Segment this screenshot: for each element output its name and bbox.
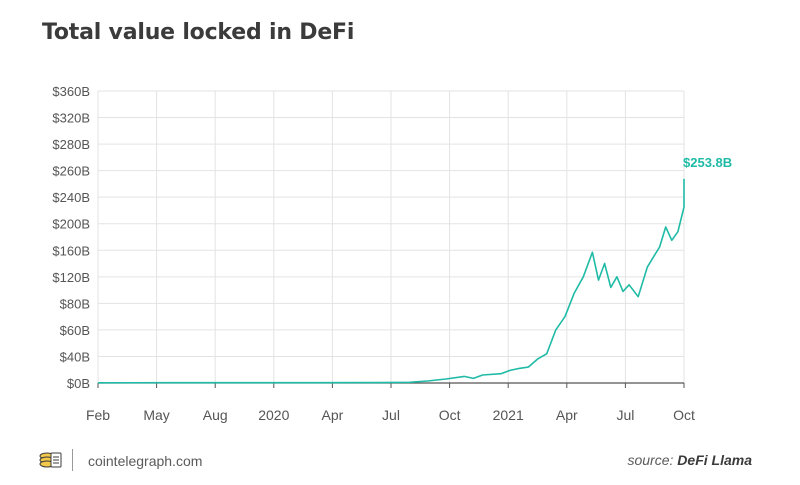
y-tick-label: $360B [52,84,90,99]
chart-title: Total value locked in DeFi [42,20,355,45]
x-tick-label: Oct [439,407,461,423]
footer-site-link[interactable]: cointelegraph.com [88,453,203,469]
end-value-label: $253.8B [683,155,732,170]
footer-source: source: DeFi Llama [627,452,752,468]
y-tick-label: $280B [52,137,90,152]
x-tick-label: Apr [556,407,578,423]
y-tick-label: $240B [52,190,90,205]
y-tick-label: $120B [52,270,90,285]
y-tick-label: $0B [67,376,90,391]
y-tick-label: $60B [60,323,90,338]
x-tick-label: Feb [86,407,110,423]
y-tick-label: $200B [52,217,90,232]
source-prefix: source: [627,452,678,468]
y-tick-label: $40B [60,349,90,364]
y-tick-label: $80B [60,296,90,311]
source-name: DeFi Llama [677,452,752,468]
x-tick-label: Jul [382,407,400,423]
x-tick-label: 2020 [258,407,289,423]
footer-divider [72,449,73,471]
y-tick-label: $320B [52,111,90,126]
x-tick-label: May [143,407,169,423]
x-tick-label: 2021 [493,407,524,423]
x-tick-label: Oct [673,407,695,423]
grid-lines [97,90,685,383]
y-tick-label: $260B [52,164,90,179]
x-tick-label: Apr [322,407,344,423]
x-tick-label: Jul [616,407,634,423]
y-tick-label: $160B [52,243,90,258]
x-tick-label: Aug [203,407,228,423]
series-line-tvl [97,178,685,384]
cointelegraph-logo-icon [38,450,64,475]
y-axis-ticks: $0B $40B $60B $80B $120B $160B $200B $240B $260B… [52,84,90,391]
x-axis-ticks: Feb May Aug 2020 Apr Jul Oct 2021 Apr Jul Oct [86,383,695,423]
